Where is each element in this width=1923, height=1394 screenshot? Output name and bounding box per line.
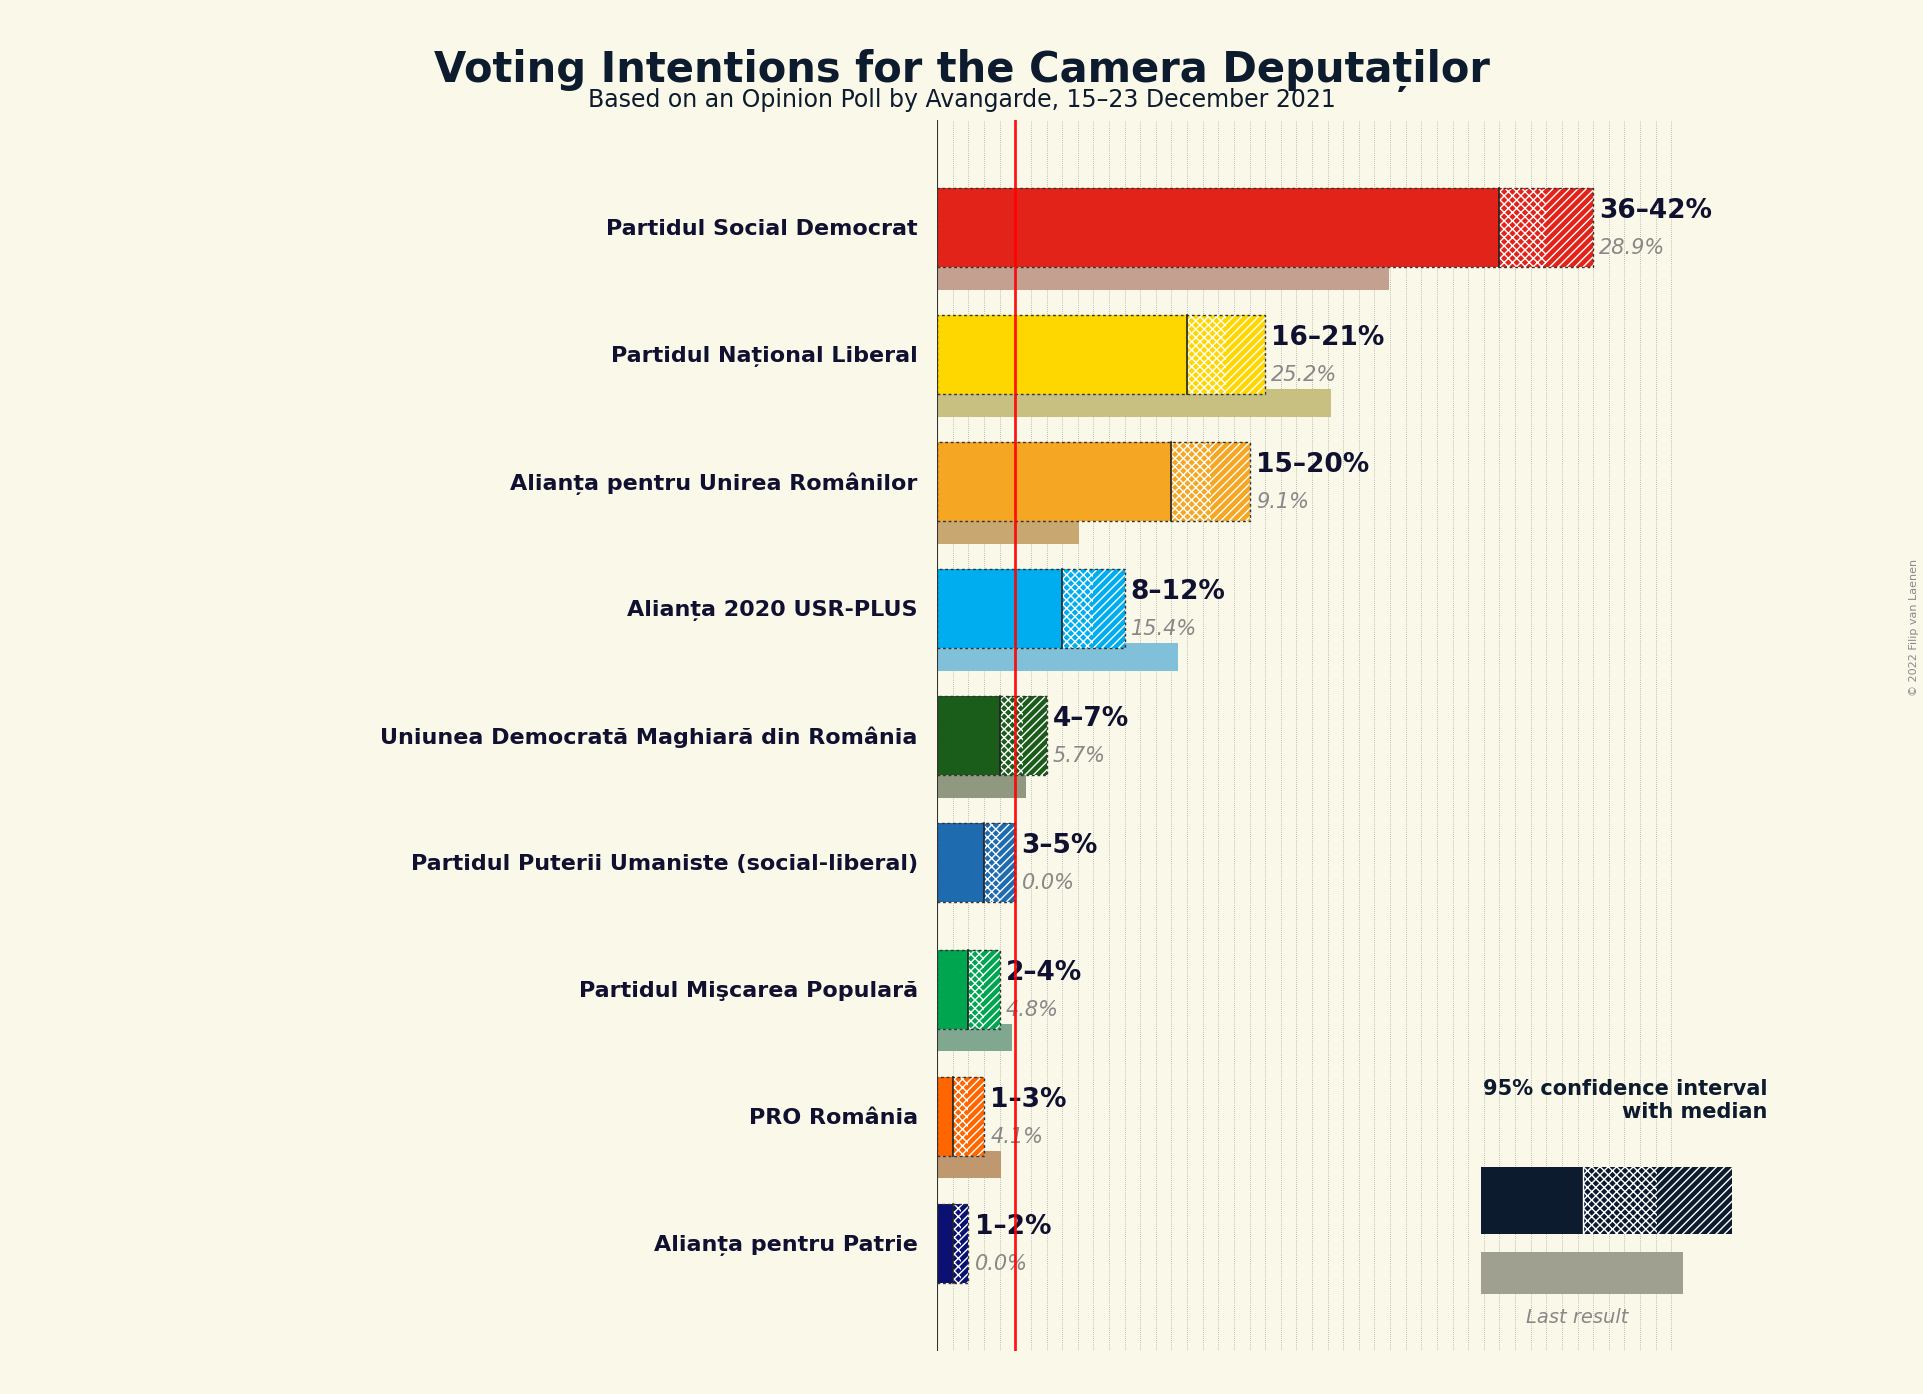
Bar xyxy=(937,1204,969,1282)
Text: 95% confidence interval
with median: 95% confidence interval with median xyxy=(1483,1079,1767,1122)
Text: 28.9%: 28.9% xyxy=(1600,238,1665,258)
Bar xyxy=(985,949,1000,1029)
Text: 5.7%: 5.7% xyxy=(1052,746,1106,765)
Text: © 2022 Filip van Laenen: © 2022 Filip van Laenen xyxy=(1910,559,1919,696)
Bar xyxy=(1227,315,1265,393)
Bar xyxy=(937,315,1265,393)
Bar xyxy=(937,822,1015,902)
Text: 15–20%: 15–20% xyxy=(1256,452,1369,478)
Bar xyxy=(952,1078,969,1156)
Bar xyxy=(937,442,1171,521)
Text: 16–21%: 16–21% xyxy=(1271,325,1385,351)
Text: 4.1%: 4.1% xyxy=(990,1126,1044,1146)
Bar xyxy=(969,1078,985,1156)
Bar xyxy=(937,188,1592,266)
Text: 2–4%: 2–4% xyxy=(1006,959,1083,986)
Text: 36–42%: 36–42% xyxy=(1600,198,1711,224)
Bar xyxy=(1061,569,1094,648)
Text: Last result: Last result xyxy=(1525,1308,1629,1327)
Bar xyxy=(937,1078,952,1156)
Bar xyxy=(937,569,1061,648)
Bar xyxy=(937,696,1046,775)
Bar xyxy=(937,1150,1002,1178)
Text: 15.4%: 15.4% xyxy=(1131,619,1198,638)
Bar xyxy=(937,1078,985,1156)
Text: 4–7%: 4–7% xyxy=(1052,705,1129,732)
Bar xyxy=(937,569,1125,648)
Text: 4.8%: 4.8% xyxy=(1006,999,1060,1019)
Bar xyxy=(1094,569,1125,648)
Bar xyxy=(937,516,1079,544)
Bar xyxy=(1186,315,1227,393)
Bar xyxy=(937,1023,1011,1051)
Bar xyxy=(1500,188,1546,266)
Bar xyxy=(937,442,1250,521)
Bar xyxy=(985,822,1000,902)
Text: 25.2%: 25.2% xyxy=(1271,365,1338,385)
Bar xyxy=(962,1204,969,1282)
Bar xyxy=(937,315,1186,393)
Bar xyxy=(937,949,969,1029)
Bar xyxy=(937,769,1027,797)
Text: 1–3%: 1–3% xyxy=(990,1087,1067,1112)
Bar xyxy=(937,188,1500,266)
Text: 0.0%: 0.0% xyxy=(975,1253,1027,1274)
Bar xyxy=(952,1204,962,1282)
Text: Voting Intentions for the Camera Deputaților: Voting Intentions for the Camera Deputaț… xyxy=(433,49,1490,92)
Bar xyxy=(937,822,985,902)
Bar xyxy=(1023,696,1046,775)
Bar xyxy=(937,643,1177,671)
Bar xyxy=(937,389,1331,417)
Text: 8–12%: 8–12% xyxy=(1131,579,1225,605)
Bar xyxy=(1171,442,1210,521)
Bar xyxy=(1658,1167,1733,1234)
Bar xyxy=(1583,1167,1658,1234)
Bar xyxy=(969,949,985,1029)
Text: 0.0%: 0.0% xyxy=(1021,873,1075,892)
Bar xyxy=(937,262,1388,290)
Text: 9.1%: 9.1% xyxy=(1256,492,1310,512)
Bar xyxy=(937,949,1000,1029)
Text: 1–2%: 1–2% xyxy=(975,1214,1052,1239)
Text: Based on an Opinion Poll by Avangarde, 15–23 December 2021: Based on an Opinion Poll by Avangarde, 1… xyxy=(588,88,1335,112)
Bar xyxy=(937,1204,952,1282)
Bar xyxy=(1000,822,1015,902)
Text: 3–5%: 3–5% xyxy=(1021,832,1098,859)
Bar xyxy=(1546,188,1592,266)
Bar xyxy=(1481,1167,1583,1234)
Bar xyxy=(937,696,1000,775)
Bar xyxy=(1210,442,1250,521)
Bar xyxy=(1000,696,1023,775)
